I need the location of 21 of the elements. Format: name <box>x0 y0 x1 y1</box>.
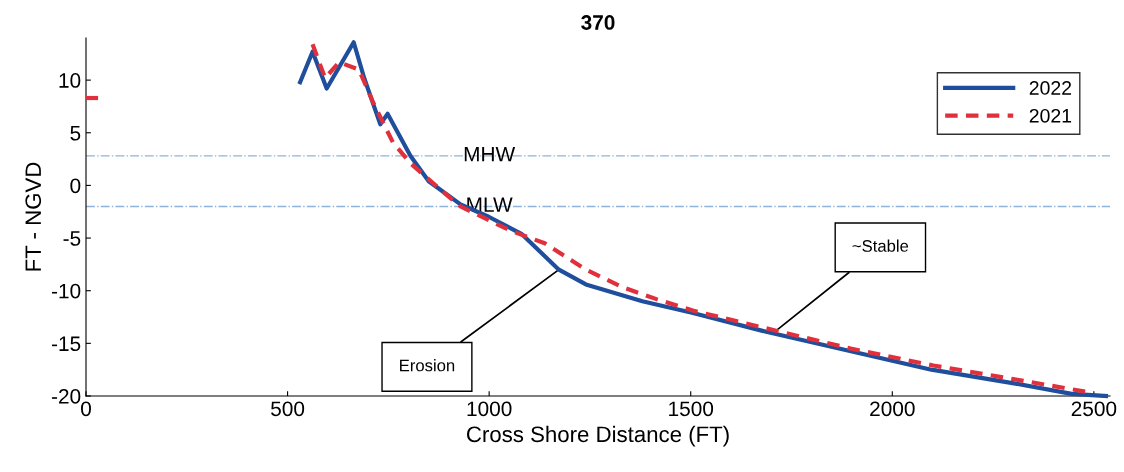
ref-line-label: MHW <box>464 146 516 162</box>
x-tick-label: 2500 <box>1071 401 1117 417</box>
y-tick-label: 5 <box>70 125 81 141</box>
y-tick-label: -5 <box>63 231 81 246</box>
chart-title: 370 <box>581 15 615 30</box>
y-tick-label: -10 <box>51 283 81 299</box>
y-tick-label: -20 <box>51 389 81 404</box>
y-axis-title: FT - NGVD <box>25 162 42 271</box>
annotation: Erosion <box>400 359 455 372</box>
x-tick-label: 0 <box>81 401 91 417</box>
x-tick-label: 2000 <box>870 401 915 417</box>
y-tick-label: -15 <box>51 336 81 352</box>
x-axis-title: Cross Shore Distance (FT) <box>467 425 729 447</box>
y-tick-label: 0 <box>70 178 81 194</box>
y-tick-label: 10 <box>59 73 81 88</box>
x-tick-label: 1500 <box>669 401 714 417</box>
annotation: ~Stable <box>852 239 909 252</box>
legend-label: 2021 <box>1029 108 1072 123</box>
legend-label: 2022 <box>1029 81 1072 95</box>
x-tick-label: 500 <box>271 401 305 417</box>
x-tick-label: 1000 <box>467 401 512 417</box>
